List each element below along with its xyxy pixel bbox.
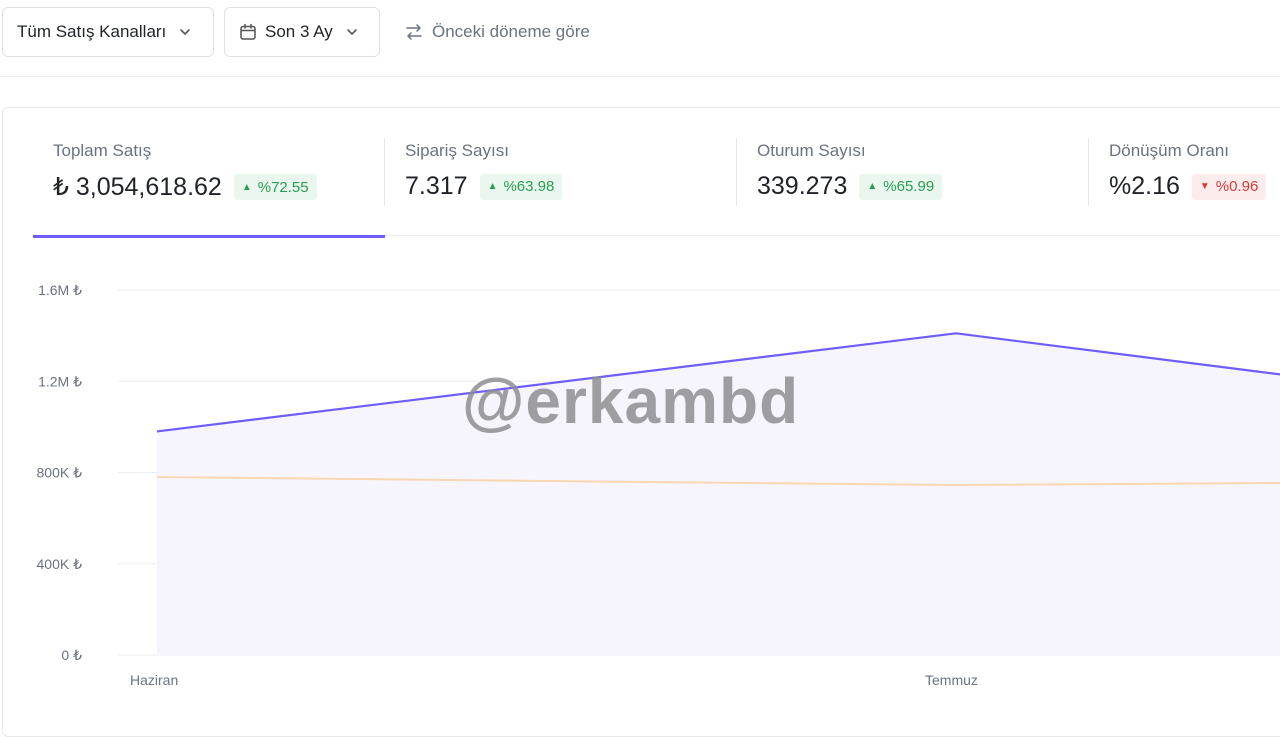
y-tick-label: 800K ₺ (37, 465, 83, 481)
y-tick-label: 0 ₺ (61, 647, 82, 663)
y-tick-label: 400K ₺ (37, 556, 83, 572)
x-tick-label: Haziran (130, 672, 178, 688)
sales-area-chart: 0 ₺ 400K ₺ 800K ₺ 1.2M ₺ 1.6M ₺ Haziran Temmuz (0, 0, 1280, 720)
x-tick-label: Temmuz (925, 672, 978, 688)
y-tick-label: 1.6M ₺ (38, 282, 82, 298)
watermark: @erkambd (462, 364, 799, 438)
y-tick-label: 1.2M ₺ (38, 373, 82, 389)
